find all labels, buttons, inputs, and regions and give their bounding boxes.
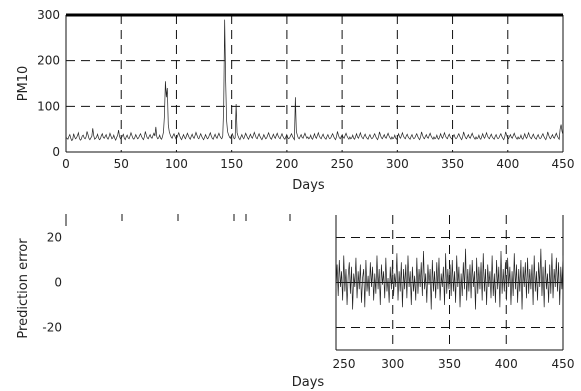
x-tick-label: 50 bbox=[114, 157, 129, 171]
x-tick-label: 0 bbox=[62, 157, 70, 171]
x-tick-label: 200 bbox=[275, 157, 298, 171]
y-tick-label: 100 bbox=[37, 99, 60, 113]
x-tick-label: 300 bbox=[386, 157, 409, 171]
x-axis-label: Days bbox=[292, 375, 325, 390]
x-tick-label: 450 bbox=[552, 357, 575, 371]
x-tick-label: 350 bbox=[438, 357, 461, 371]
pm10-plot: 0 50 100 150 200 250 300 350 400 450 0 100 200 300 Day… bbox=[16, 8, 574, 193]
y-tick-label: 0 bbox=[52, 145, 60, 159]
y-tick-label: 300 bbox=[37, 8, 60, 22]
x-axis-label: Days bbox=[292, 178, 325, 193]
x-tick-label: 100 bbox=[165, 157, 188, 171]
y-tick-label: 200 bbox=[37, 54, 60, 68]
y-axis-label: Prediction error bbox=[16, 238, 31, 339]
y-tick-label: 20 bbox=[47, 231, 62, 245]
pm10-series-line bbox=[65, 19, 564, 142]
x-tick-label: 250 bbox=[333, 357, 356, 371]
x-tick-label: 400 bbox=[495, 357, 518, 371]
x-tick-label: 300 bbox=[381, 357, 404, 371]
y-tick-label: 0 bbox=[54, 276, 62, 290]
x-tick-label: 400 bbox=[496, 157, 519, 171]
x-tick-label: 250 bbox=[331, 157, 354, 171]
y-tick-label: -20 bbox=[42, 321, 62, 335]
y-axis-label: PM10 bbox=[16, 66, 31, 102]
x-tick-label: 350 bbox=[441, 157, 464, 171]
prediction-error-plot: 250 300 350 400 450 -20 0 20 Days Prediction erro… bbox=[16, 214, 574, 390]
x-tick-label: 150 bbox=[220, 157, 243, 171]
x-tick-label: 450 bbox=[552, 157, 575, 171]
prediction-error-series-line bbox=[335, 248, 564, 310]
